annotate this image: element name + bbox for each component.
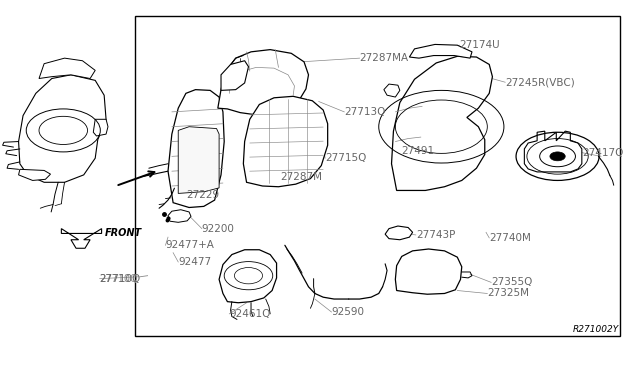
Text: 27710Q: 27710Q (100, 274, 138, 284)
Text: 27491: 27491 (402, 146, 435, 156)
Text: 92477+A: 92477+A (166, 240, 214, 250)
Polygon shape (524, 131, 582, 172)
Text: 92590: 92590 (332, 307, 365, 317)
Text: 92477: 92477 (178, 257, 211, 267)
Text: 92200: 92200 (202, 224, 235, 234)
Polygon shape (178, 127, 219, 193)
Text: 92461Q: 92461Q (229, 309, 271, 319)
Polygon shape (385, 226, 413, 240)
Text: 27245R(VBC): 27245R(VBC) (505, 77, 575, 87)
Text: 27287MA: 27287MA (360, 53, 409, 63)
Polygon shape (61, 229, 102, 248)
Polygon shape (384, 84, 400, 97)
Text: 27287M: 27287M (280, 172, 323, 182)
Text: 27715Q: 27715Q (325, 153, 367, 163)
Text: 27229: 27229 (186, 190, 219, 200)
Polygon shape (93, 119, 108, 136)
Text: R271002Y: R271002Y (573, 325, 619, 334)
Text: 27713Q: 27713Q (344, 107, 386, 117)
Circle shape (550, 152, 565, 161)
Polygon shape (39, 58, 95, 78)
Text: 27743P: 27743P (416, 230, 455, 240)
Polygon shape (221, 61, 248, 90)
Text: 27325M: 27325M (487, 288, 529, 298)
Polygon shape (19, 169, 51, 180)
Text: 27417Q: 27417Q (582, 148, 623, 158)
Polygon shape (168, 90, 224, 208)
Polygon shape (219, 250, 276, 303)
Polygon shape (243, 96, 328, 187)
Text: FRONT: FRONT (105, 228, 142, 238)
Polygon shape (19, 75, 106, 182)
Bar (135, 16, 620, 336)
Text: 27740M: 27740M (489, 233, 531, 243)
Polygon shape (392, 56, 492, 190)
Polygon shape (168, 210, 191, 222)
Polygon shape (396, 249, 462, 294)
Text: 27174U: 27174U (460, 40, 500, 50)
Text: 27355Q: 27355Q (491, 278, 532, 287)
Polygon shape (410, 44, 472, 58)
Text: 27710Q: 27710Q (100, 274, 141, 284)
Polygon shape (218, 49, 308, 115)
